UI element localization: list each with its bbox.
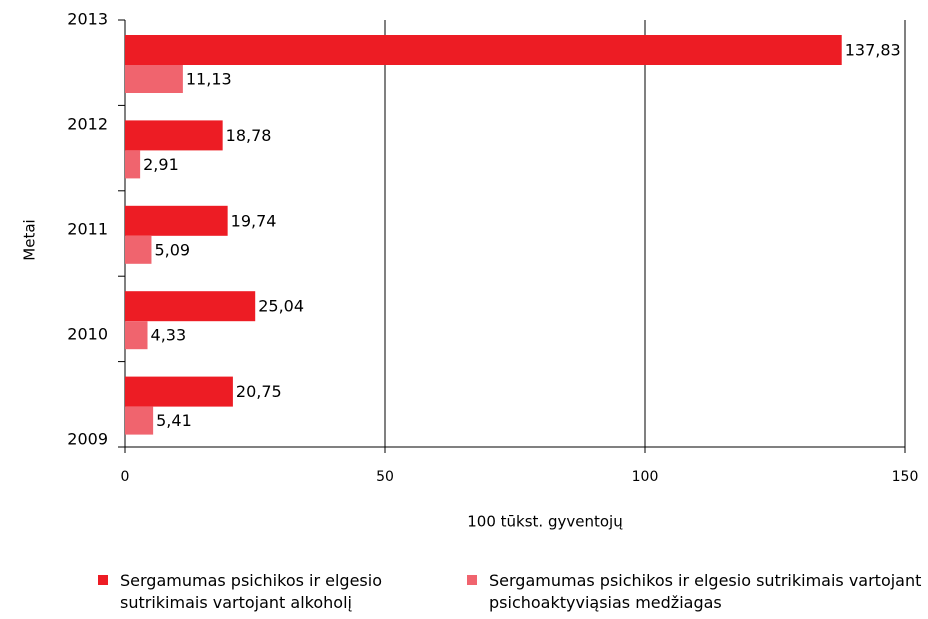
legend-swatch [98,575,108,585]
bar [125,150,141,179]
legend-label: Sergamumas psichikos ir elgesio sutrikim… [120,571,382,612]
value-label: 18,78 [226,126,272,145]
value-label: 137,83 [845,41,901,60]
bar [125,35,842,65]
bar [125,406,154,435]
y-tick-label: 2009 [67,430,108,449]
y-tick-label: 2012 [67,115,108,134]
value-label: 5,09 [154,240,190,259]
y-tick-label: 2010 [67,325,108,344]
x-tick-label: 100 [632,469,659,485]
value-label: 4,33 [151,326,187,345]
legend-swatch [467,575,477,585]
value-label: 5,41 [156,411,192,430]
y-tick-label: 2013 [67,10,108,29]
bar [125,321,148,350]
legend-label: Sergamumas psichikos ir elgesio sutrikim… [489,571,922,612]
x-tick-label: 0 [121,469,130,485]
bar [125,376,233,407]
x-axis-label: 100 tūkst. gyventojų [467,513,623,531]
y-axis-label: Metai [21,219,39,260]
legend-item: Sergamumas psichikos ir elgesio sutrikim… [467,570,927,614]
value-label: 11,13 [186,70,232,89]
x-tick-label: 150 [892,469,919,485]
bar [125,120,223,151]
value-label: 25,04 [258,297,304,316]
x-tick-label: 50 [376,469,394,485]
bar [125,235,152,264]
value-label: 20,75 [236,382,282,401]
bar [125,205,228,236]
value-label: 2,91 [143,155,179,174]
y-tick-label: 2011 [67,220,108,239]
legend-item: Sergamumas psichikos ir elgesio sutrikim… [98,570,428,614]
bar [125,291,256,322]
bar [125,65,183,93]
value-label: 19,74 [231,211,277,230]
